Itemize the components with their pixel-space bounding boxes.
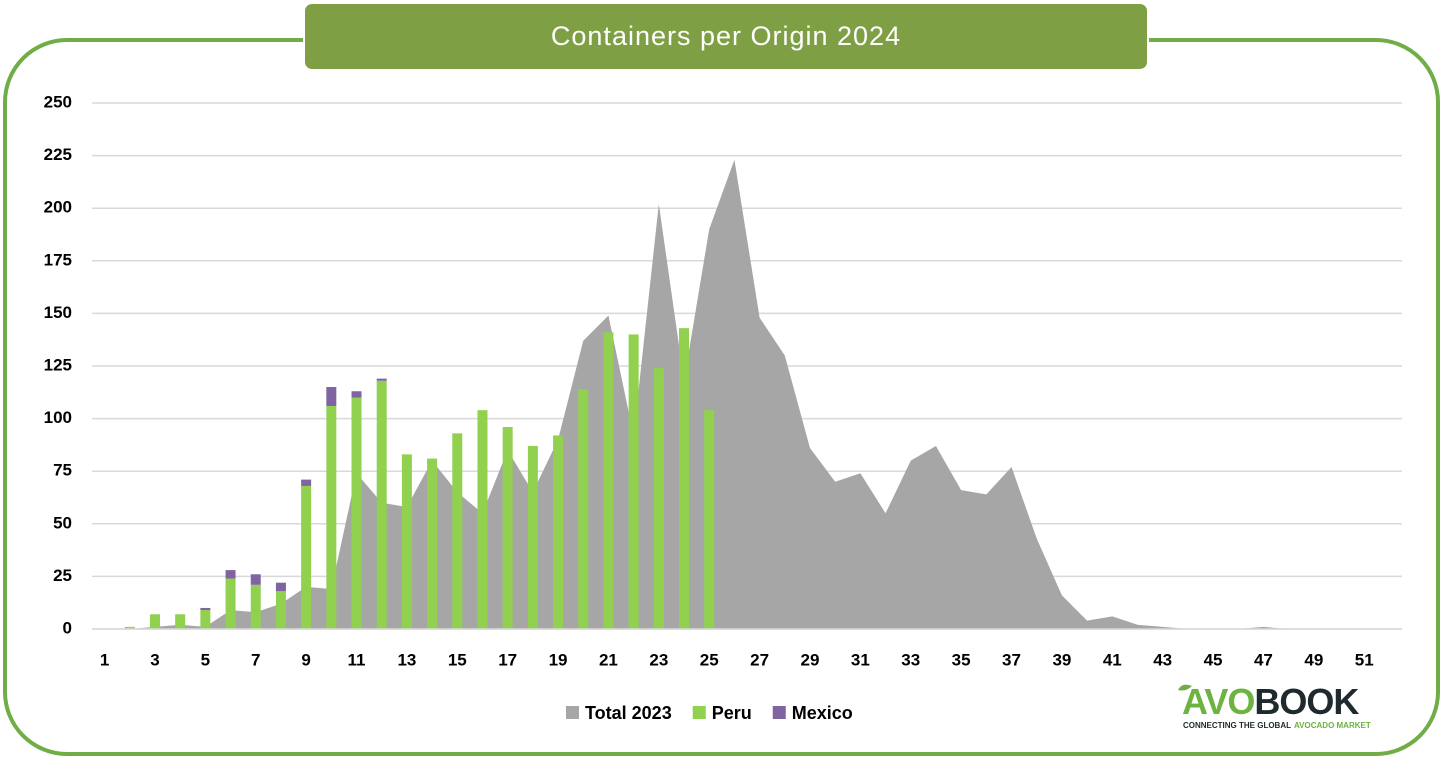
- bar: [376, 380, 387, 629]
- bar: [351, 391, 362, 398]
- x-tick-label: 11: [348, 650, 366, 669]
- bar: [301, 485, 312, 629]
- x-tick-label: 13: [397, 650, 416, 669]
- y-tick-label: 150: [44, 303, 72, 322]
- x-tick-label: 27: [750, 650, 769, 669]
- y-tick-label: 225: [44, 145, 72, 164]
- y-tick-label: 0: [63, 618, 72, 637]
- bar: [578, 389, 589, 629]
- x-tick-label: 35: [952, 650, 971, 669]
- bar: [401, 454, 412, 629]
- logo-leaf: [1178, 684, 1192, 691]
- area: [104, 159, 1390, 630]
- bar: [653, 368, 664, 629]
- legend-label: Total 2023: [585, 703, 672, 723]
- x-tick-label: 15: [448, 650, 467, 669]
- tagline-left: CONNECTING THE GLOBAL: [1183, 721, 1291, 730]
- y-tick-label: 175: [44, 250, 72, 269]
- x-tick-label: 37: [1002, 650, 1021, 669]
- bar: [275, 582, 286, 592]
- legend-label: Mexico: [792, 703, 853, 723]
- y-tick-label: 50: [53, 513, 72, 532]
- bar: [225, 570, 236, 579]
- bar: [679, 328, 690, 629]
- y-tick-label: 250: [44, 92, 72, 111]
- x-tick-label: 43: [1153, 650, 1172, 669]
- bar: [326, 387, 337, 406]
- x-tick-label: 1: [100, 650, 109, 669]
- bar: [628, 334, 639, 629]
- bar: [603, 332, 614, 629]
- bar: [553, 435, 564, 629]
- logo-text: AVOBOOK: [1182, 681, 1359, 722]
- x-tick-label: 33: [901, 650, 920, 669]
- x-tick-label: 49: [1304, 650, 1323, 669]
- x-tick-label: 29: [801, 650, 820, 669]
- y-tick-label: 200: [44, 198, 72, 217]
- x-tick-label: 51: [1355, 650, 1374, 669]
- bar: [149, 614, 160, 629]
- x-tick-label: 9: [301, 650, 310, 669]
- bar: [527, 445, 538, 629]
- tagline-right: AVOCADO MARKET: [1294, 721, 1371, 730]
- title-box: [303, 2, 1149, 71]
- bar: [376, 378, 387, 381]
- bar: [326, 405, 337, 629]
- x-tick-label: 25: [700, 650, 719, 669]
- bar: [502, 427, 513, 629]
- bar: [225, 578, 236, 629]
- legend-swatch: [772, 706, 786, 719]
- bar: [477, 410, 488, 629]
- x-tick-label: 41: [1103, 650, 1122, 669]
- logo-avo: AVO: [1182, 681, 1254, 722]
- bar: [175, 614, 186, 629]
- y-tick-label: 100: [44, 408, 72, 427]
- bar: [301, 479, 312, 486]
- x-tick-label: 23: [649, 650, 668, 669]
- bar: [200, 607, 211, 611]
- x-tick-label: 31: [851, 650, 870, 669]
- x-tick-label: 47: [1254, 650, 1273, 669]
- bar: [704, 410, 715, 629]
- x-tick-label: 17: [498, 650, 517, 669]
- bar: [452, 433, 463, 629]
- x-tick-label: 21: [599, 650, 618, 669]
- x-tick-label: 45: [1204, 650, 1223, 669]
- logo-book: BOOK: [1254, 681, 1359, 722]
- logo-tagline: CONNECTING THE GLOBAL AVOCADO MARKET: [1183, 721, 1371, 730]
- bar: [250, 574, 261, 585]
- legend-label: Peru: [712, 703, 752, 723]
- y-tick-label: 125: [44, 355, 72, 374]
- legend-swatch: [692, 706, 706, 719]
- x-tick-label: 39: [1052, 650, 1071, 669]
- bar: [124, 626, 135, 629]
- y-tick-label: 25: [53, 566, 72, 585]
- x-tick-label: 7: [251, 650, 260, 669]
- x-tick-label: 5: [201, 650, 210, 669]
- bar: [250, 584, 261, 629]
- bar: [275, 591, 286, 629]
- y-tick-label: 75: [53, 461, 72, 480]
- x-tick-label: 3: [150, 650, 159, 669]
- bar: [200, 610, 211, 629]
- logo: AVOBOOK CONNECTING THE GLOBAL AVOCADO MAR…: [1178, 681, 1371, 730]
- legend-swatch: [566, 706, 579, 719]
- bar: [427, 458, 438, 629]
- bar: [351, 397, 362, 629]
- chart-title: Containers per Origin 2024: [551, 21, 901, 51]
- x-tick-label: 19: [549, 650, 568, 669]
